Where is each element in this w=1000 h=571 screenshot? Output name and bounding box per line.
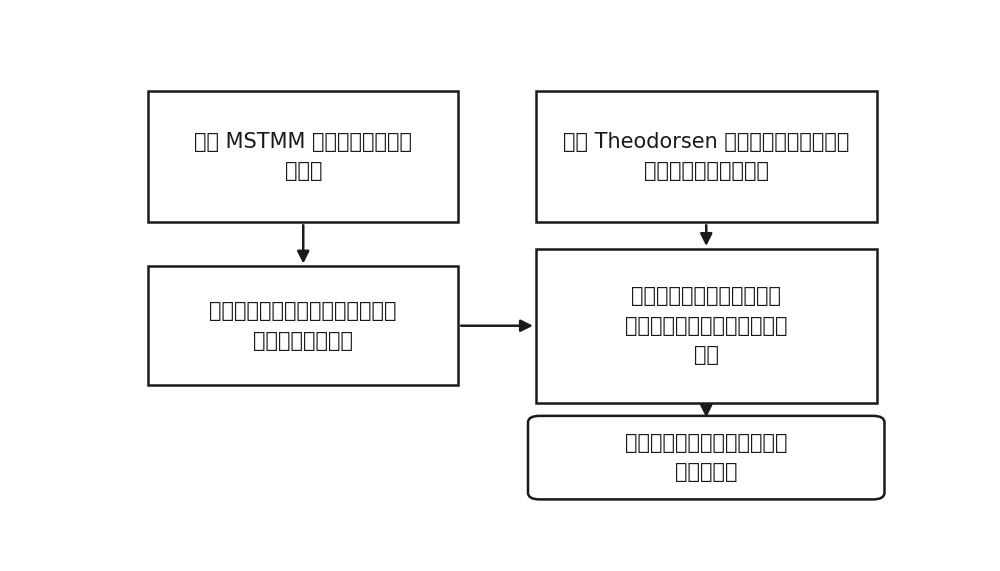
Text: 建立舵面系统总传递方程，并求解
得到圆频率和振型: 建立舵面系统总传递方程，并求解 得到圆频率和振型	[210, 301, 397, 351]
Text: 根据 Theodorsen 非定常流理论，建立舵
面系统的运动控制方程: 根据 Theodorsen 非定常流理论，建立舵 面系统的运动控制方程	[563, 132, 849, 181]
Text: 基于 MSTMM 推导弯扭耦合梁传
递矩阵: 基于 MSTMM 推导弯扭耦合梁传 递矩阵	[194, 132, 412, 181]
FancyBboxPatch shape	[536, 90, 877, 222]
FancyBboxPatch shape	[536, 249, 877, 403]
FancyBboxPatch shape	[148, 266, 458, 385]
Text: 考虑间隙非线性和摩擦非线
性，建立舵面系统非线性颤振
模型: 考虑间隙非线性和摩擦非线 性，建立舵面系统非线性颤振 模型	[625, 286, 788, 365]
Text: 求解非线性颤振模型，得到系
统时域响应: 求解非线性颤振模型，得到系 统时域响应	[625, 433, 788, 482]
FancyBboxPatch shape	[148, 90, 458, 222]
FancyBboxPatch shape	[528, 416, 885, 500]
